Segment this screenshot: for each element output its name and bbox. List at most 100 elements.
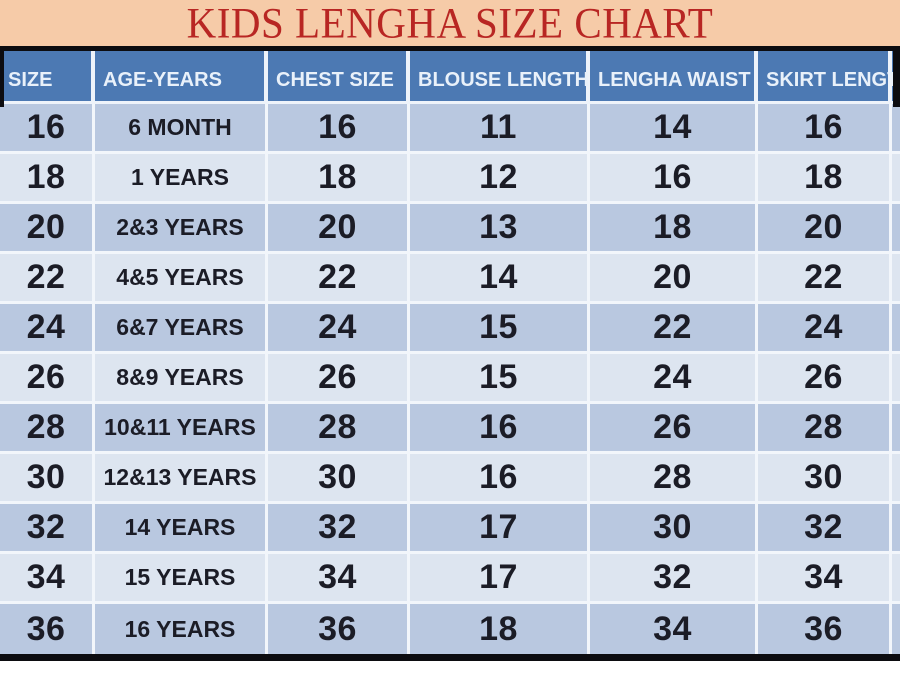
table-row: 22 4&5 YEARS 22 14 20 22 bbox=[0, 254, 900, 304]
cell-lengha-waist: 30 bbox=[590, 504, 758, 554]
cell-age-years: 2&3 YEARS bbox=[95, 204, 268, 254]
row-filler-cell bbox=[892, 354, 900, 404]
cell-size: 22 bbox=[0, 254, 95, 304]
cell-blouse-length: 13 bbox=[410, 204, 590, 254]
table-row: 34 15 YEARS 34 17 32 34 bbox=[0, 554, 900, 604]
header-row: SIZE AGE-YEARS CHEST SIZE BLOUSE LENGTH LENG… bbox=[0, 51, 900, 104]
cell-blouse-length: 17 bbox=[410, 554, 590, 604]
cell-skirt-length: 18 bbox=[758, 154, 892, 204]
cell-lengha-waist: 16 bbox=[590, 154, 758, 204]
table-row: 18 1 YEARS 18 12 16 18 bbox=[0, 154, 900, 204]
table-row: 20 2&3 YEARS 20 13 18 20 bbox=[0, 204, 900, 254]
cell-blouse-length: 12 bbox=[410, 154, 590, 204]
table-row: 26 8&9 YEARS 26 15 24 26 bbox=[0, 354, 900, 404]
table-row: 32 14 YEARS 32 17 30 32 bbox=[0, 504, 900, 554]
chart-title: KIDS LENGHA SIZE CHART bbox=[186, 0, 714, 48]
cell-lengha-waist: 20 bbox=[590, 254, 758, 304]
size-chart-table: SIZE AGE-YEARS CHEST SIZE BLOUSE LENGTH LENG… bbox=[0, 51, 900, 654]
column-header-blouse-length: BLOUSE LENGTH bbox=[410, 51, 590, 104]
cell-blouse-length: 14 bbox=[410, 254, 590, 304]
table-body: 16 6 MONTH 16 11 14 16 18 1 YEARS 18 12 16 18 20 2&3 … bbox=[0, 104, 900, 654]
cell-age-years: 8&9 YEARS bbox=[95, 354, 268, 404]
table-outer-border-left-fragment bbox=[0, 46, 4, 107]
cell-chest-size: 20 bbox=[268, 204, 410, 254]
cell-chest-size: 36 bbox=[268, 604, 410, 654]
row-filler-cell bbox=[892, 104, 900, 154]
cell-lengha-waist: 28 bbox=[590, 454, 758, 504]
cell-chest-size: 28 bbox=[268, 404, 410, 454]
table-row: 28 10&11 YEARS 28 16 26 28 bbox=[0, 404, 900, 454]
cell-lengha-waist: 24 bbox=[590, 354, 758, 404]
cell-size: 28 bbox=[0, 404, 95, 454]
row-filler-cell bbox=[892, 554, 900, 604]
cell-size: 20 bbox=[0, 204, 95, 254]
cell-chest-size: 24 bbox=[268, 304, 410, 354]
column-header-chest-size: CHEST SIZE bbox=[268, 51, 410, 104]
cell-skirt-length: 32 bbox=[758, 504, 892, 554]
cell-size: 24 bbox=[0, 304, 95, 354]
cell-lengha-waist: 34 bbox=[590, 604, 758, 654]
cell-age-years: 15 YEARS bbox=[95, 554, 268, 604]
cell-age-years: 16 YEARS bbox=[95, 604, 268, 654]
cell-size: 34 bbox=[0, 554, 95, 604]
table-row: 24 6&7 YEARS 24 15 22 24 bbox=[0, 304, 900, 354]
column-header-skirt-length: SKIRT LENGTH bbox=[758, 51, 900, 104]
cell-age-years: 4&5 YEARS bbox=[95, 254, 268, 304]
row-filler-cell bbox=[892, 154, 900, 204]
cell-lengha-waist: 32 bbox=[590, 554, 758, 604]
cell-skirt-length: 20 bbox=[758, 204, 892, 254]
cell-chest-size: 22 bbox=[268, 254, 410, 304]
cell-lengha-waist: 22 bbox=[590, 304, 758, 354]
column-header-size: SIZE bbox=[0, 51, 95, 104]
table-top-border bbox=[0, 46, 900, 51]
cell-chest-size: 30 bbox=[268, 454, 410, 504]
row-filler-cell bbox=[892, 204, 900, 254]
table-outer-border-right-fragment bbox=[893, 46, 900, 107]
row-filler-cell bbox=[892, 404, 900, 454]
row-filler-cell bbox=[892, 604, 900, 654]
cell-skirt-length: 28 bbox=[758, 404, 892, 454]
cell-lengha-waist: 26 bbox=[590, 404, 758, 454]
cell-blouse-length: 15 bbox=[410, 354, 590, 404]
row-filler-cell bbox=[892, 454, 900, 504]
cell-skirt-length: 24 bbox=[758, 304, 892, 354]
cell-chest-size: 26 bbox=[268, 354, 410, 404]
table-row: 36 16 YEARS 36 18 34 36 bbox=[0, 604, 900, 654]
cell-blouse-length: 11 bbox=[410, 104, 590, 154]
table-bottom-border bbox=[0, 654, 900, 661]
cell-lengha-waist: 14 bbox=[590, 104, 758, 154]
cell-age-years: 10&11 YEARS bbox=[95, 404, 268, 454]
cell-skirt-length: 30 bbox=[758, 454, 892, 504]
row-filler-cell bbox=[892, 254, 900, 304]
table-row: 30 12&13 YEARS 30 16 28 30 bbox=[0, 454, 900, 504]
cell-age-years: 14 YEARS bbox=[95, 504, 268, 554]
cell-size: 16 bbox=[0, 104, 95, 154]
cell-chest-size: 18 bbox=[268, 154, 410, 204]
cell-size: 36 bbox=[0, 604, 95, 654]
table-header: SIZE AGE-YEARS CHEST SIZE BLOUSE LENGTH LENG… bbox=[0, 51, 900, 104]
cell-skirt-length: 36 bbox=[758, 604, 892, 654]
cell-age-years: 6 MONTH bbox=[95, 104, 268, 154]
cell-size: 26 bbox=[0, 354, 95, 404]
cell-blouse-length: 16 bbox=[410, 404, 590, 454]
cell-skirt-length: 26 bbox=[758, 354, 892, 404]
cell-chest-size: 32 bbox=[268, 504, 410, 554]
cell-size: 32 bbox=[0, 504, 95, 554]
cell-skirt-length: 22 bbox=[758, 254, 892, 304]
column-header-lengha-waist: LENGHA WAIST bbox=[590, 51, 758, 104]
cell-skirt-length: 34 bbox=[758, 554, 892, 604]
table-wrap: SIZE AGE-YEARS CHEST SIZE BLOUSE LENGTH LENG… bbox=[0, 51, 900, 654]
table-row: 16 6 MONTH 16 11 14 16 bbox=[0, 104, 900, 154]
cell-lengha-waist: 18 bbox=[590, 204, 758, 254]
column-header-age-years: AGE-YEARS bbox=[95, 51, 268, 104]
row-filler-cell bbox=[892, 504, 900, 554]
cell-skirt-length: 16 bbox=[758, 104, 892, 154]
cell-blouse-length: 16 bbox=[410, 454, 590, 504]
cell-size: 30 bbox=[0, 454, 95, 504]
cell-blouse-length: 17 bbox=[410, 504, 590, 554]
cell-size: 18 bbox=[0, 154, 95, 204]
cell-chest-size: 34 bbox=[268, 554, 410, 604]
cell-blouse-length: 18 bbox=[410, 604, 590, 654]
cell-age-years: 6&7 YEARS bbox=[95, 304, 268, 354]
